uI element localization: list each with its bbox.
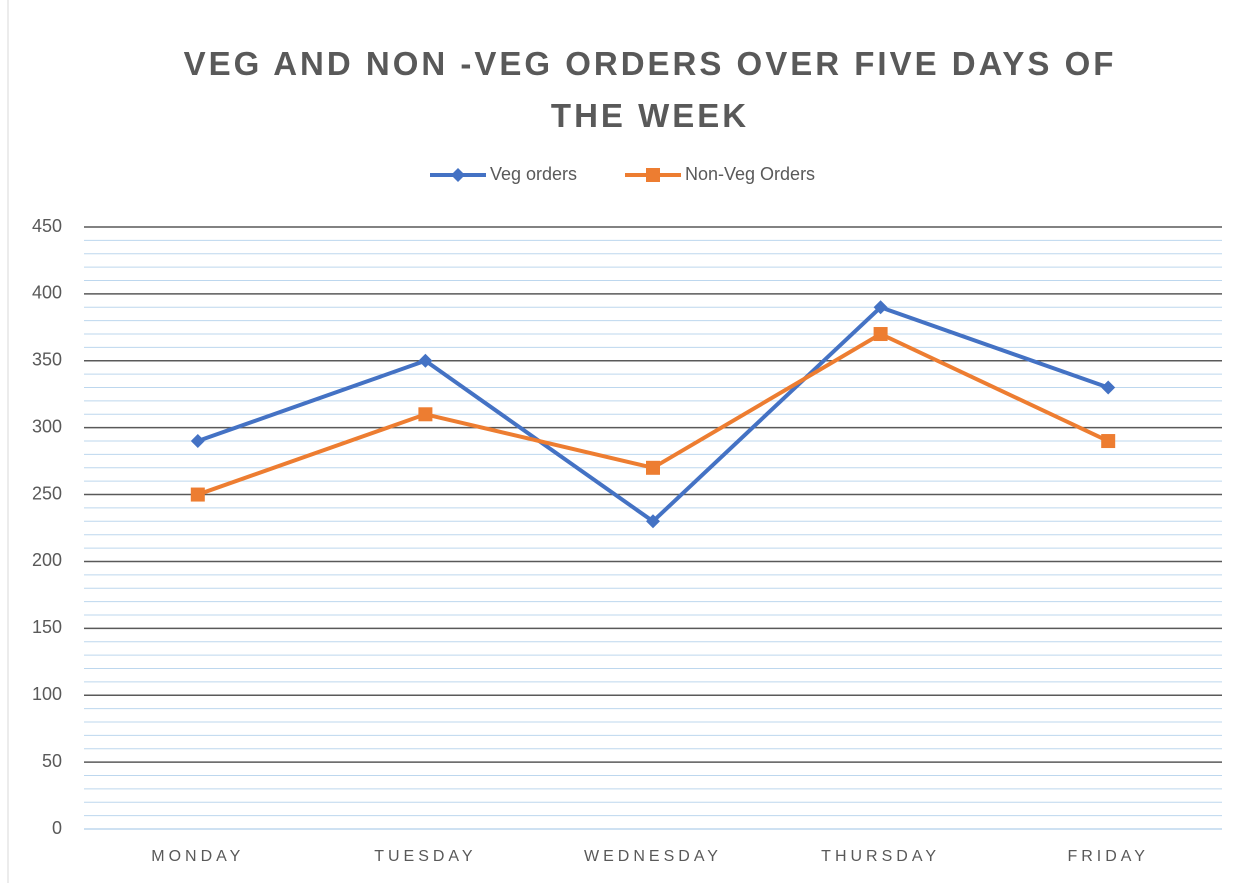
point [873,327,888,342]
y-tick-label: 200 [32,550,62,570]
point [646,514,660,529]
y-tick-label: 150 [32,617,62,637]
legend-marker [451,168,465,182]
y-tick-label: 350 [32,350,62,370]
y-tick-label: 450 [32,216,62,236]
y-tick-label: 0 [52,818,62,838]
legend-marker [646,168,660,182]
x-tick-label: TUESDAY [374,848,476,865]
chart-border [7,0,9,883]
point [190,434,205,449]
x-tick-label: FRIDAY [1067,848,1148,865]
legend-label: Non-Veg Orders [685,164,815,184]
y-tick-label: 250 [32,483,62,503]
point [873,300,888,315]
y-tick-label: 100 [32,684,62,704]
point [1101,434,1116,449]
point [418,407,433,422]
point [418,353,433,368]
chart-title: VEG AND NON -VEG ORDERS OVER FIVE DAYS O… [183,45,1117,134]
y-tick-label: 50 [42,751,62,771]
legend-label: Veg orders [490,164,577,184]
y-tick-label: 300 [32,416,62,436]
point [190,487,205,502]
point [646,460,660,475]
x-tick-label: WEDNESDAY [584,848,722,865]
y-tick-label: 400 [32,283,62,303]
x-tick-label: THURSDAY [821,848,940,865]
point [1101,380,1116,395]
x-tick-label: MONDAY [151,848,244,865]
